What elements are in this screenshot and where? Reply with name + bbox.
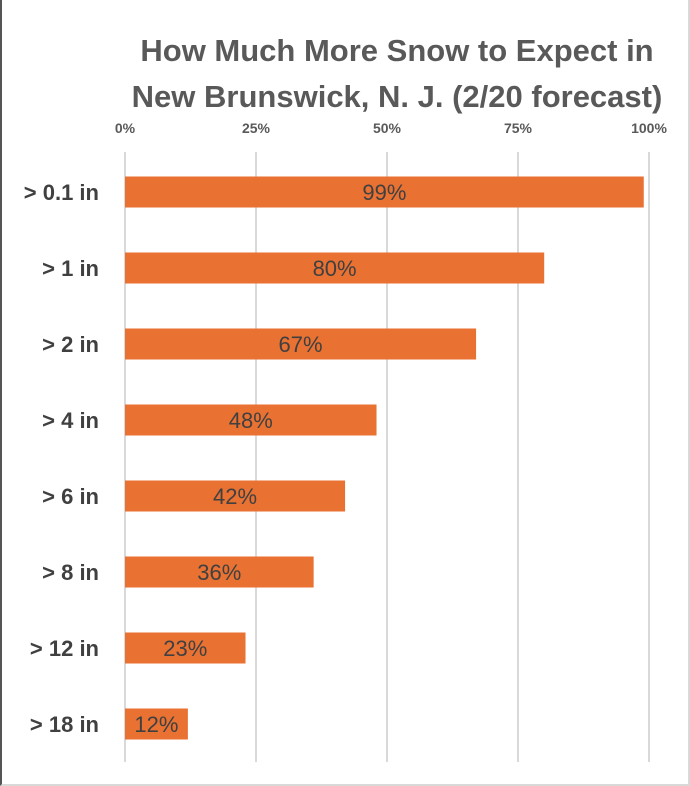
x-tick-label: 75%	[504, 120, 533, 136]
category-label: > 6 in	[42, 484, 99, 509]
chart-title-line-1: How Much More Snow to Expect in	[140, 33, 654, 68]
bar	[125, 176, 644, 208]
category-label: > 8 in	[42, 560, 99, 585]
data-label: 12%	[134, 712, 178, 737]
data-label: 99%	[362, 180, 406, 205]
category-label: > 18 in	[30, 712, 99, 737]
data-label: 42%	[213, 484, 257, 509]
data-label: 80%	[313, 256, 357, 281]
data-label: 48%	[229, 408, 273, 433]
x-tick-label: 25%	[242, 120, 271, 136]
category-label: > 4 in	[42, 408, 99, 433]
x-tick-label: 50%	[373, 120, 402, 136]
data-label: 36%	[197, 560, 241, 585]
x-tick-label: 0%	[115, 120, 136, 136]
chart-title-line-2: New Brunswick, N. J. (2/20 forecast)	[131, 79, 663, 114]
x-tick-label: 100%	[631, 120, 667, 136]
category-label: > 1 in	[42, 256, 99, 281]
chart-title: How Much More Snow to Expect in New Brun…	[102, 28, 688, 120]
bar	[125, 328, 477, 360]
bar	[125, 556, 314, 588]
bar	[125, 404, 377, 436]
bar	[125, 708, 188, 740]
bar	[125, 632, 246, 664]
category-label: > 12 in	[30, 636, 99, 661]
category-label: > 0.1 in	[24, 180, 99, 205]
category-label: > 2 in	[42, 332, 99, 357]
bar	[125, 252, 545, 284]
bar	[125, 480, 346, 512]
data-label: 67%	[279, 332, 323, 357]
data-label: 23%	[163, 636, 207, 661]
